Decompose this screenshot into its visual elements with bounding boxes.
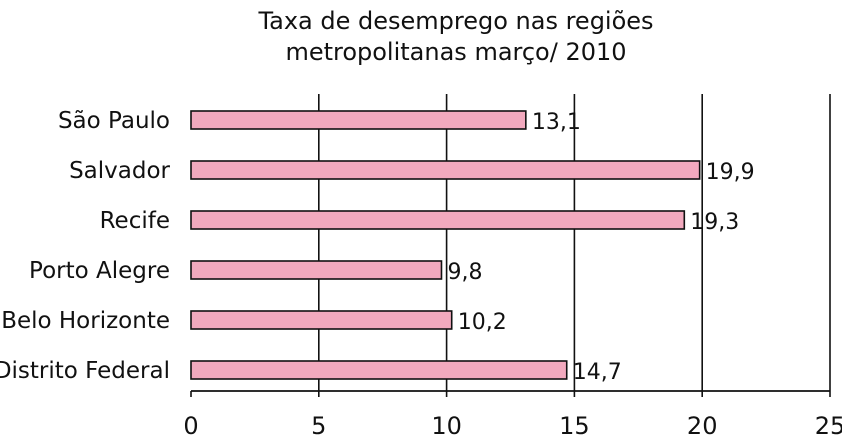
x-axis: 0 5 10 15 20 25: [183, 390, 842, 440]
category-label-4: Porto Alegre: [29, 258, 170, 284]
value-label-2: 19,9: [706, 160, 755, 185]
bar-2: [190, 160, 701, 180]
x-tick-label-25: 25: [815, 412, 842, 440]
bar-1: [190, 110, 527, 130]
category-label-3: Recife: [100, 208, 170, 234]
x-tick-label-10: 10: [431, 412, 462, 440]
x-tick-label-15: 15: [559, 412, 590, 440]
value-label-3: 19,3: [690, 210, 739, 235]
bars: [190, 110, 701, 380]
x-tick-label-0: 0: [183, 412, 198, 440]
value-label-6: 14,7: [573, 360, 622, 385]
chart-title-line-2: metropolitanas março/ 2010: [285, 38, 627, 66]
bar-6: [190, 360, 568, 380]
value-label-5: 10,2: [458, 310, 507, 335]
bar-4: [190, 260, 443, 280]
labels: São Paulo 13,1 Salvador 19,9 Recife 19,3 Porto…: [0, 108, 755, 385]
chart-title-line-1: Taxa de desemprego nas regiões: [258, 7, 654, 35]
x-tick-label-5: 5: [311, 412, 326, 440]
value-label-4: 9,8: [447, 260, 482, 285]
gridlines: [317, 94, 831, 391]
bar-5: [190, 310, 453, 330]
category-label-5: Belo Horizonte: [1, 308, 170, 334]
bar-3: [190, 210, 686, 230]
category-label-2: Salvador: [69, 158, 170, 184]
value-label-1: 13,1: [532, 110, 581, 135]
category-label-6: Distrito Federal: [0, 358, 170, 384]
chart-title: Taxa de desemprego nas regiões metropoli…: [0, 6, 842, 68]
category-label-1: São Paulo: [58, 108, 170, 134]
x-tick-label-20: 20: [687, 412, 718, 440]
